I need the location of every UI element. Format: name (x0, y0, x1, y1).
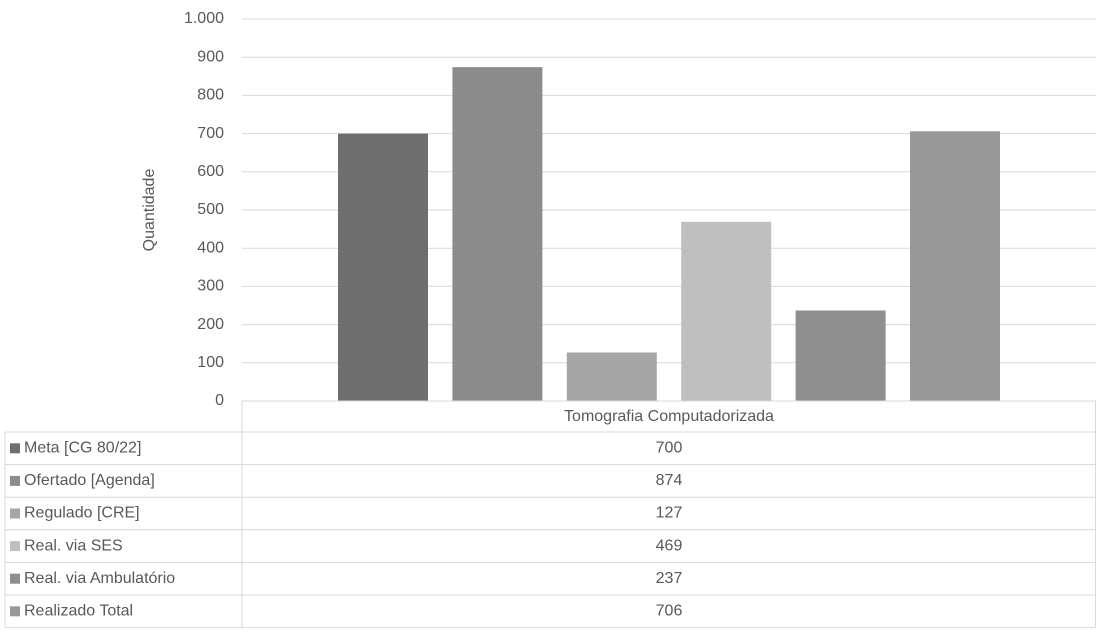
y-tick-label: 600 (197, 163, 224, 180)
y-tick-label: 1.000 (184, 10, 224, 27)
table-value: 700 (656, 440, 683, 457)
y-tick-label: 500 (197, 201, 224, 218)
bar (681, 221, 772, 401)
table-value: 874 (656, 472, 683, 489)
bar (566, 352, 657, 401)
table-value: 706 (656, 603, 683, 620)
table-value: 127 (656, 505, 683, 522)
table-header: Tomografia Computadorizada (564, 408, 774, 425)
y-tick-label: 900 (197, 48, 224, 65)
legend-label: Real. via Ambulatório (24, 570, 175, 587)
legend-label: Ofertado [Agenda] (24, 472, 155, 489)
y-tick-label: 100 (197, 354, 224, 371)
bar (795, 310, 886, 401)
legend-label: Meta [CG 80/22] (24, 440, 141, 457)
legend-key (10, 573, 20, 584)
legend-key (10, 443, 20, 454)
bar (338, 133, 428, 401)
y-tick-label: 700 (197, 125, 224, 142)
y-tick-label: 200 (197, 316, 224, 333)
bar (452, 67, 543, 401)
legend-label: Regulado [CRE] (24, 505, 140, 522)
y-tick-label: 800 (197, 87, 224, 104)
y-axis-title: Quantidade (141, 169, 158, 252)
legend-label: Real. via SES (24, 537, 123, 554)
table-value: 237 (656, 570, 683, 587)
y-tick-label: 300 (197, 278, 224, 295)
legend-label: Realizado Total (24, 603, 133, 620)
y-tick-label: 400 (197, 239, 224, 256)
table-value: 469 (656, 537, 683, 554)
y-tick-label: 0 (215, 392, 224, 409)
legend-key (10, 606, 20, 617)
legend-key (10, 541, 20, 552)
legend-key (10, 508, 20, 519)
bar (910, 131, 1000, 402)
legend-key (10, 475, 20, 486)
